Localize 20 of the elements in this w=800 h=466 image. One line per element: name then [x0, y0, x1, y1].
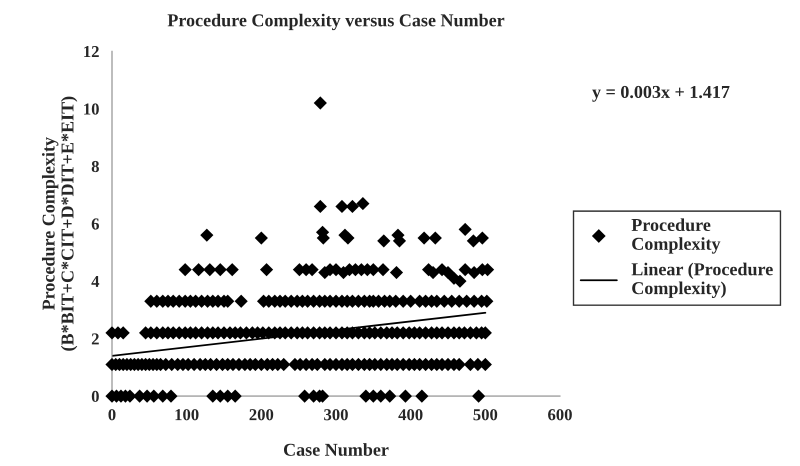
y-tick-label: 12: [84, 46, 99, 58]
x-tick-label: 100: [176, 409, 199, 420]
chart-title: Procedure Complexity versus Case Number: [168, 14, 504, 30]
text: y = 0.003x + 1.417: [592, 86, 730, 102]
x-axis-title: Case Number: [284, 443, 389, 456]
x-tick-label: 300: [324, 409, 348, 420]
y-tick-label: 8: [92, 160, 99, 172]
x-tick-label: 0: [108, 409, 116, 420]
x-tick-label: 200: [250, 409, 274, 420]
x-tick-label: 600: [548, 409, 572, 420]
legend-label: Linear (Procedure Complexity): [632, 262, 773, 298]
y-tick-label: 0: [92, 390, 99, 402]
y-axis-title: Procedure Complexity (B*BIT+C*CIT+D*DIT+E*EIT): [42, 96, 78, 351]
x-tick-label: 500: [474, 409, 498, 420]
y-tick-label: 2: [92, 333, 99, 344]
legend-label: Procedure Complexity: [632, 218, 720, 254]
y-tick-label: 4: [91, 276, 100, 287]
y-tick-label: 6: [92, 218, 100, 230]
y-tick-label: 10: [84, 103, 99, 115]
x-tick-label: 400: [398, 409, 423, 420]
